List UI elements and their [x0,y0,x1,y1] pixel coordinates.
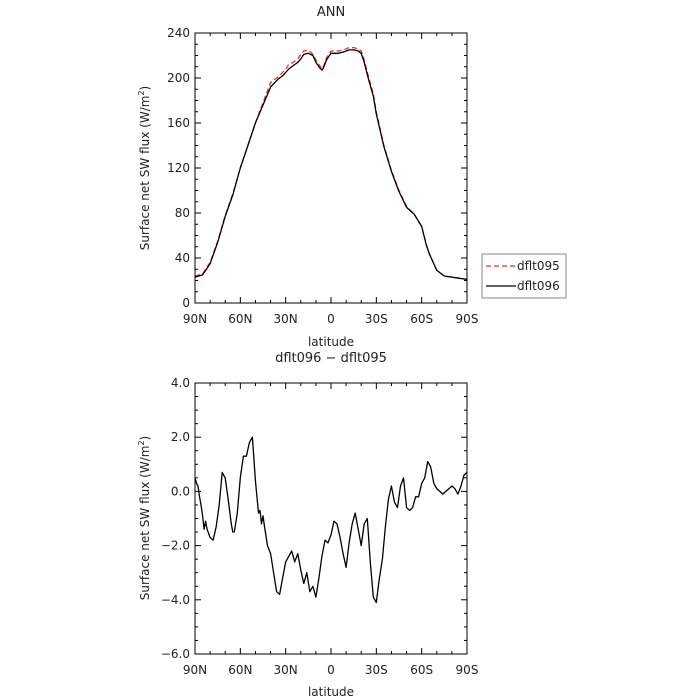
bottom-x-tick-labels: 90N 60N 30N 0 30S 60S 90S [183,663,479,677]
x-tick-label: 60S [410,312,433,326]
legend-label-dflt096: dflt096 [517,279,560,293]
top-y-axis-label: Surface net SW flux (W/m2) [137,86,152,250]
legend: dflt095 dflt096 [481,253,567,299]
y-tick-label: −4.0 [161,593,190,607]
top-y-tick-labels: 0 40 80 120 160 200 240 [167,26,190,310]
bottom-chart-title: dflt096 − dflt095 [275,351,387,366]
legend-label-dflt095: dflt095 [517,259,560,273]
top-x-tick-labels: 90N 60N 30N 0 30S 60S 90S [183,312,479,326]
legend-box [481,253,567,299]
bottom-plot-lines [194,436,468,604]
x-tick-label: 0 [327,312,335,326]
top-x-axis-label: latitude [308,335,354,349]
bottom-y-tick-labels: −6.0 −4.0 −2.0 0.0 2.0 4.0 [161,376,190,661]
x-tick-label: 60N [228,663,252,677]
x-tick-label: 90S [456,312,479,326]
top-plot-lines [194,46,468,281]
y-tick-label: 240 [167,26,190,40]
top-plot-frame [194,32,468,304]
x-tick-label: 90N [183,312,207,326]
y-tick-label: −6.0 [161,647,190,661]
x-tick-label: 0 [327,663,335,677]
y-tick-label: 2.0 [171,430,190,444]
x-tick-label: 30N [274,312,298,326]
x-tick-label: 30N [274,663,298,677]
y-tick-label: 120 [167,161,190,175]
y-tick-label: −2.0 [161,539,190,553]
bottom-panel: dflt096 − dflt095 −6.0−4.0−2.00.02.04.0 … [137,351,478,699]
x-tick-label: 30S [365,312,388,326]
x-tick-label: 30S [365,663,388,677]
top-chart-title: ANN [317,5,345,20]
bottom-x-axis-label: latitude [308,685,354,699]
y-tick-label: 40 [175,251,190,265]
y-tick-label: 160 [167,116,190,130]
x-tick-label: 90S [456,663,479,677]
top-tick-marks [194,32,468,304]
series-line-series-0 [194,436,468,604]
series-line-dflt096 [194,49,468,281]
x-tick-label: 60S [410,663,433,677]
x-tick-label: 60N [228,312,252,326]
bottom-y-axis-label: Surface net SW flux (W/m2) [137,436,152,600]
y-tick-label: 0.0 [171,484,190,498]
y-tick-label: 0 [182,296,190,310]
y-tick-label: 200 [167,71,190,85]
y-tick-label: 80 [175,206,190,220]
bottom-plot-frame [194,382,468,655]
y-tick-label: 4.0 [171,376,190,390]
x-tick-label: 90N [183,663,207,677]
